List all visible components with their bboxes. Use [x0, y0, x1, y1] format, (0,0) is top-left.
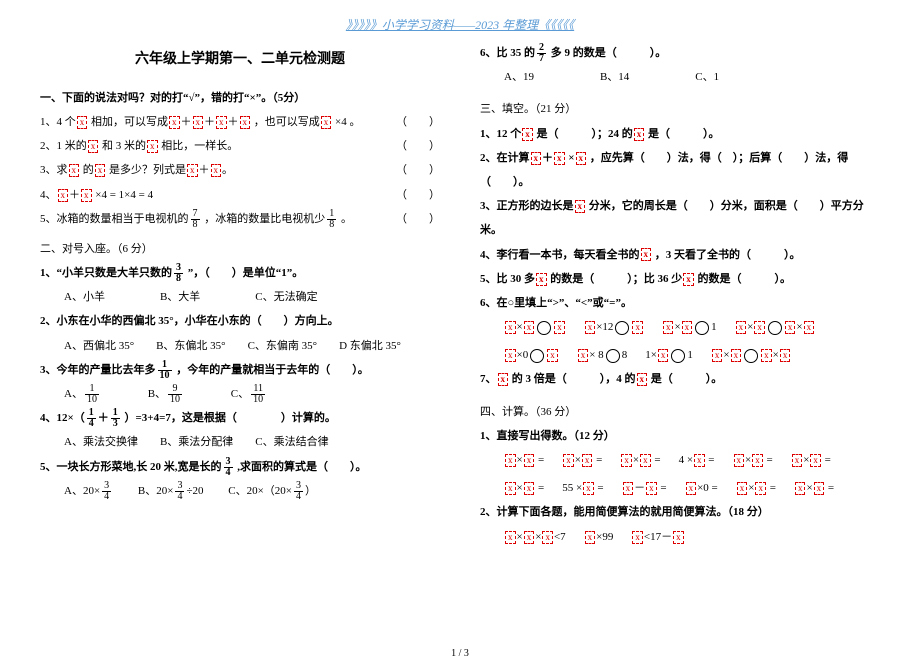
s3-q4: 4、李行看一本书，每天看全书的x ，3 天看了全书的（ ）。	[480, 243, 880, 267]
right-column: 6、比 35 的27 多 9 的数是（ ）。 A、19 B、14 C、1 三、填…	[480, 41, 880, 549]
s2-q3-opts: A、110 B、910 C、1110	[40, 382, 440, 406]
s4-p2-grid: x×x×x<7 x×99 x<17－x	[480, 525, 880, 549]
s3-q5: 5、比 30 多x 的数是（ ）；比 36 少x 的数是（ ）。	[480, 267, 880, 291]
section-3-head: 三、填空。（21 分）	[480, 97, 880, 121]
s1-q2: 2、1 米的x 和 3 米的x 相比，一样长。 （ ）	[40, 134, 440, 158]
s2-q1: 1、“小羊只数是大羊只数的38 ”，（ ）是单位“1”。	[40, 261, 440, 285]
section-2-head: 二、对号入座。（6 分）	[40, 237, 440, 261]
s4-calc-grid: x×x = x×x = x×x = 4 ×x = x×x = x×x = x×x…	[480, 448, 880, 500]
left-column: 六年级上学期第一、二单元检测题 一、下面的说法对吗？对的打“√”，错的打“×”。…	[40, 41, 440, 549]
s2-q4-opts: A、乘法交换律 B、乘法分配律 C、乘法结合律	[40, 430, 440, 454]
section-1-head: 一、下面的说法对吗？对的打“√”，错的打“×”。（5分）	[40, 86, 440, 110]
page-footer: 1 / 3	[0, 648, 920, 659]
s2-q5: 5、一块长方形菜地,长 20 米,宽是长的34 ,求面积的算式是（ ）。	[40, 455, 440, 479]
section-4-head: 四、计算。（36 分）	[480, 400, 880, 424]
page-header: 》》》》》小学学习资料——2023 年整理《《《《《	[40, 16, 880, 33]
s2-q2: 2、小东在小华的西偏北 35°，小华在小东的（ ）方向上。	[40, 309, 440, 333]
exam-title: 六年级上学期第一、二单元检测题	[40, 45, 440, 76]
s3-q6: 6、在○里填上“>”、“<”或“=”。	[480, 291, 880, 315]
s1-q4: 4、x＋x ×4 = 1×4 = 4 （ ）	[40, 183, 440, 207]
s4-p1: 1、直接写出得数。（12 分）	[480, 424, 880, 448]
s2-q6: 6、比 35 的27 多 9 的数是（ ）。	[480, 41, 880, 65]
s1-q3: 3、求x 的x 是多少？列式是x＋x。 （ ）	[40, 158, 440, 182]
s3-q2: 2、在计算x＋x ×x ，应先算（ ）法，得（ ）；后算（ ）法，得（ ）。	[480, 146, 880, 194]
s2-q6-opts: A、19 B、14 C、1	[480, 65, 880, 89]
s2-q3: 3、今年的产量比去年多110 ，今年的产量就相当于去年的（ ）。	[40, 358, 440, 382]
placeholder-icon: x	[77, 116, 88, 129]
s2-q4: 4、12×（14＋13 ）=3+4=7，这是根据（ ）计算的。	[40, 406, 440, 430]
s3-q6-grid: x×xx x×12x x×x1 x×xx×x x×0x x× 88 1×x1 x…	[480, 315, 880, 367]
s3-q7: 7、x 的 3 倍是（ ），4 的x 是（ ）。	[480, 367, 880, 391]
s2-q5-opts: A、20×34 B、20×34÷20 C、20×（20×34）	[40, 479, 440, 503]
s4-p2: 2、计算下面各题，能用简便算法的就用简便算法。（18 分）	[480, 500, 880, 524]
s2-q2-opts: A、西偏北 35° B、东偏北 35° C、东偏南 35° D 东偏北 35°	[40, 334, 440, 358]
s3-q1: 1、12 个x 是（ ）；24 的x 是（ ）。	[480, 122, 880, 146]
s1-q1: 1、4 个x 相加，可以写成x＋x＋x＋x ，也可以写成x ×4 。 （ ）	[40, 110, 440, 134]
s2-q1-opts: A、小羊 B、大羊 C、无法确定	[40, 285, 440, 309]
s3-q3: 3、正方形的边长是x 分米，它的周长是（ ）分米，面积是（ ）平方分米。	[480, 194, 880, 242]
s1-q5: 5、冰箱的数量相当于电视机的78 ，冰箱的数量比电视机少18 。 （ ）	[40, 207, 440, 231]
